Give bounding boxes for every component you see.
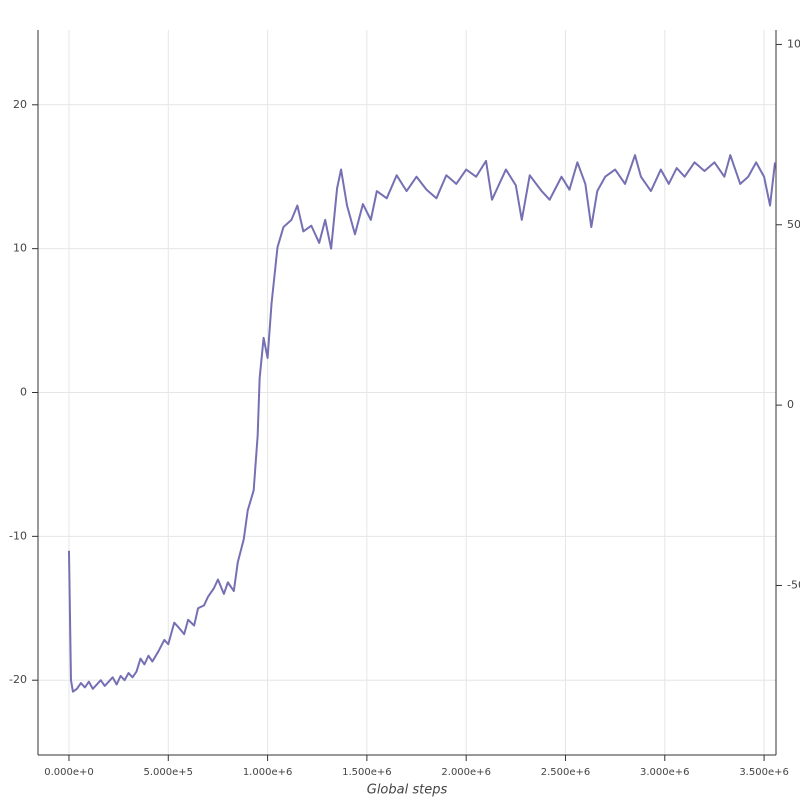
series-line [67,154,777,693]
y-tick-label: -10 [9,529,27,542]
x-tick-label: 2.000e+6 [441,767,491,778]
y-tick-label: 10 [13,242,27,255]
x-tick-label: 1.500e+6 [342,767,392,778]
y2-tick-label: 0 [787,398,794,411]
x-tick-label: 1.000e+6 [243,767,293,778]
y-tick-label: 20 [13,98,27,111]
x-tick-label: 0.000e+0 [44,767,94,778]
x-tick-label: 5.000e+5 [144,767,194,778]
y2-tick-label: -50 [787,578,800,591]
x-axis-label: Global steps [367,783,448,798]
x-tick-label: 3.500e+6 [739,767,789,778]
y2-tick-label: 100 [787,37,800,50]
y-tick-label: 0 [20,386,27,399]
x-tick-label: 3.000e+6 [640,767,690,778]
y2-tick-label: 50 [787,218,800,231]
x-tick-label: 2.500e+6 [541,767,591,778]
y-tick-label: -20 [9,673,27,686]
